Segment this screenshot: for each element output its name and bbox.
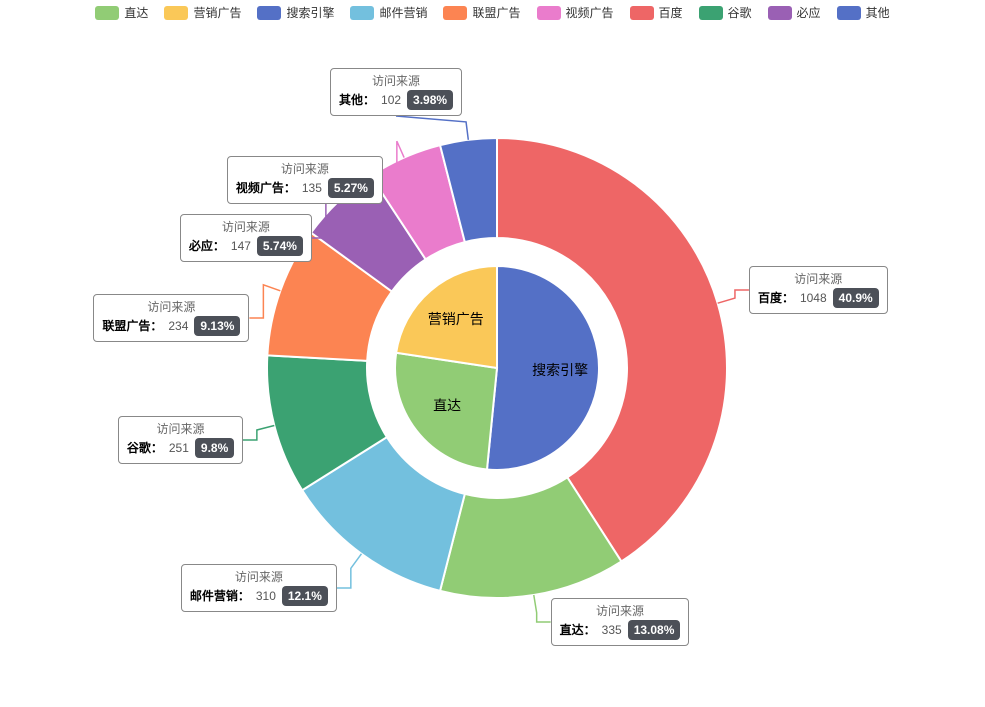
slice-label-title: 访问来源	[127, 420, 234, 438]
slice-label-title: 访问来源	[102, 298, 240, 316]
slice-label-value: 234	[168, 317, 188, 335]
slice-label-box: 访问来源其他： 102 3.98%	[330, 68, 462, 116]
slice-label-title: 访问来源	[236, 160, 374, 178]
slice-label-pct: 13.08%	[628, 620, 681, 640]
slice-label-title: 访问来源	[339, 72, 453, 90]
slice-label-value: 102	[381, 91, 401, 109]
slice-label-value: 251	[169, 439, 189, 457]
slice-label-name: 必应：	[189, 237, 225, 255]
slice-label-name: 谷歌：	[127, 439, 163, 457]
inner-pie-label: 搜索引擎	[532, 362, 588, 378]
slice-label-box: 访问来源直达： 335 13.08%	[551, 598, 690, 646]
slice-label-value: 135	[302, 179, 322, 197]
chart-root: 直达营销广告搜索引擎邮件营销联盟广告视频广告百度谷歌必应其他 搜索引擎直达营销广…	[0, 0, 985, 707]
slice-label-box: 访问来源邮件营销： 310 12.1%	[181, 564, 337, 612]
slice-label-value: 1048	[800, 289, 827, 307]
leader-line	[337, 554, 362, 588]
slice-label-pct: 9.8%	[195, 438, 234, 458]
inner-pie-label: 营销广告	[428, 311, 484, 327]
inner-pie-label: 直达	[433, 398, 461, 414]
leader-line	[243, 425, 274, 440]
slice-label-title: 访问来源	[560, 602, 681, 620]
slice-label-title: 访问来源	[190, 568, 328, 586]
slice-label-pct: 3.98%	[407, 90, 453, 110]
leader-line	[718, 290, 749, 303]
slice-label-value: 147	[231, 237, 251, 255]
slice-label-box: 访问来源视频广告： 135 5.27%	[227, 156, 383, 204]
slice-label-pct: 5.74%	[257, 236, 303, 256]
slice-label-value: 310	[256, 587, 276, 605]
slice-label-name: 邮件营销：	[190, 587, 250, 605]
slice-label-box: 访问来源联盟广告： 234 9.13%	[93, 294, 249, 342]
nested-pie-svg: 搜索引擎直达 营销广告	[0, 0, 985, 707]
leader-line	[534, 595, 551, 622]
slice-label-box: 访问来源谷歌： 251 9.8%	[118, 416, 243, 464]
leader-line	[396, 116, 468, 140]
slice-label-name: 视频广告：	[236, 179, 296, 197]
slice-label-title: 访问来源	[758, 270, 879, 288]
slice-label-value: 335	[602, 621, 622, 639]
slice-label-name: 联盟广告：	[102, 317, 162, 335]
slice-label-pct: 12.1%	[282, 586, 328, 606]
slice-label-pct: 9.13%	[194, 316, 240, 336]
slice-label-pct: 40.9%	[833, 288, 879, 308]
slice-label-title: 访问来源	[189, 218, 303, 236]
slice-label-name: 直达：	[560, 621, 596, 639]
slice-label-name: 百度：	[758, 289, 794, 307]
slice-label-pct: 5.27%	[328, 178, 374, 198]
slice-label-name: 其他：	[339, 91, 375, 109]
slice-label-box: 访问来源百度： 1048 40.9%	[749, 266, 888, 314]
slice-label-box: 访问来源必应： 147 5.74%	[180, 214, 312, 262]
